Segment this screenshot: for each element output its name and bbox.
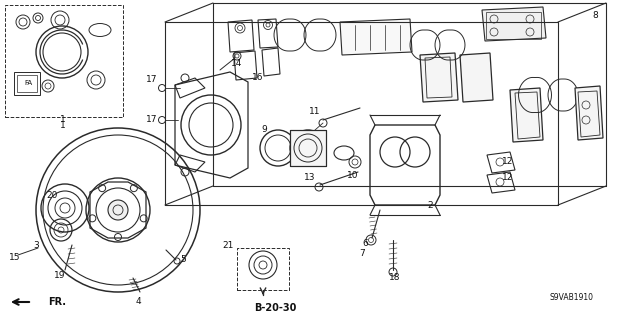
Polygon shape bbox=[460, 53, 493, 102]
Bar bbox=[486, 12, 541, 39]
Polygon shape bbox=[420, 53, 458, 102]
Text: 1: 1 bbox=[60, 115, 66, 124]
Text: 20: 20 bbox=[46, 190, 58, 199]
Text: 21: 21 bbox=[222, 241, 234, 249]
Text: 11: 11 bbox=[309, 108, 321, 116]
Text: 13: 13 bbox=[304, 174, 316, 182]
Bar bbox=[237, 248, 289, 290]
Text: 14: 14 bbox=[231, 58, 243, 68]
Circle shape bbox=[108, 200, 128, 220]
Text: FA: FA bbox=[24, 80, 32, 86]
Bar bbox=[5, 5, 123, 117]
Text: FR.: FR. bbox=[48, 297, 66, 307]
Text: S9VAB1910: S9VAB1910 bbox=[550, 293, 594, 302]
Text: 17: 17 bbox=[147, 76, 157, 85]
Text: 12: 12 bbox=[502, 174, 514, 182]
Text: 16: 16 bbox=[252, 73, 264, 83]
Polygon shape bbox=[575, 86, 603, 140]
Text: 7: 7 bbox=[359, 249, 365, 257]
Text: B-20-30: B-20-30 bbox=[254, 303, 296, 313]
Text: 17: 17 bbox=[147, 115, 157, 124]
Text: 8: 8 bbox=[592, 11, 598, 19]
Text: 2: 2 bbox=[427, 201, 433, 210]
Text: 1: 1 bbox=[60, 121, 66, 130]
Text: 15: 15 bbox=[9, 254, 20, 263]
Text: 5: 5 bbox=[180, 256, 186, 264]
Polygon shape bbox=[340, 19, 412, 55]
Text: 4: 4 bbox=[135, 298, 141, 307]
Polygon shape bbox=[510, 88, 543, 142]
Text: 19: 19 bbox=[54, 271, 66, 279]
Text: 3: 3 bbox=[33, 241, 39, 249]
Text: 6: 6 bbox=[362, 239, 368, 248]
Text: 10: 10 bbox=[348, 170, 359, 180]
Text: 12: 12 bbox=[502, 158, 514, 167]
Text: 9: 9 bbox=[261, 125, 267, 135]
Bar bbox=[290, 130, 326, 166]
Text: 18: 18 bbox=[389, 273, 401, 283]
Polygon shape bbox=[482, 7, 546, 41]
